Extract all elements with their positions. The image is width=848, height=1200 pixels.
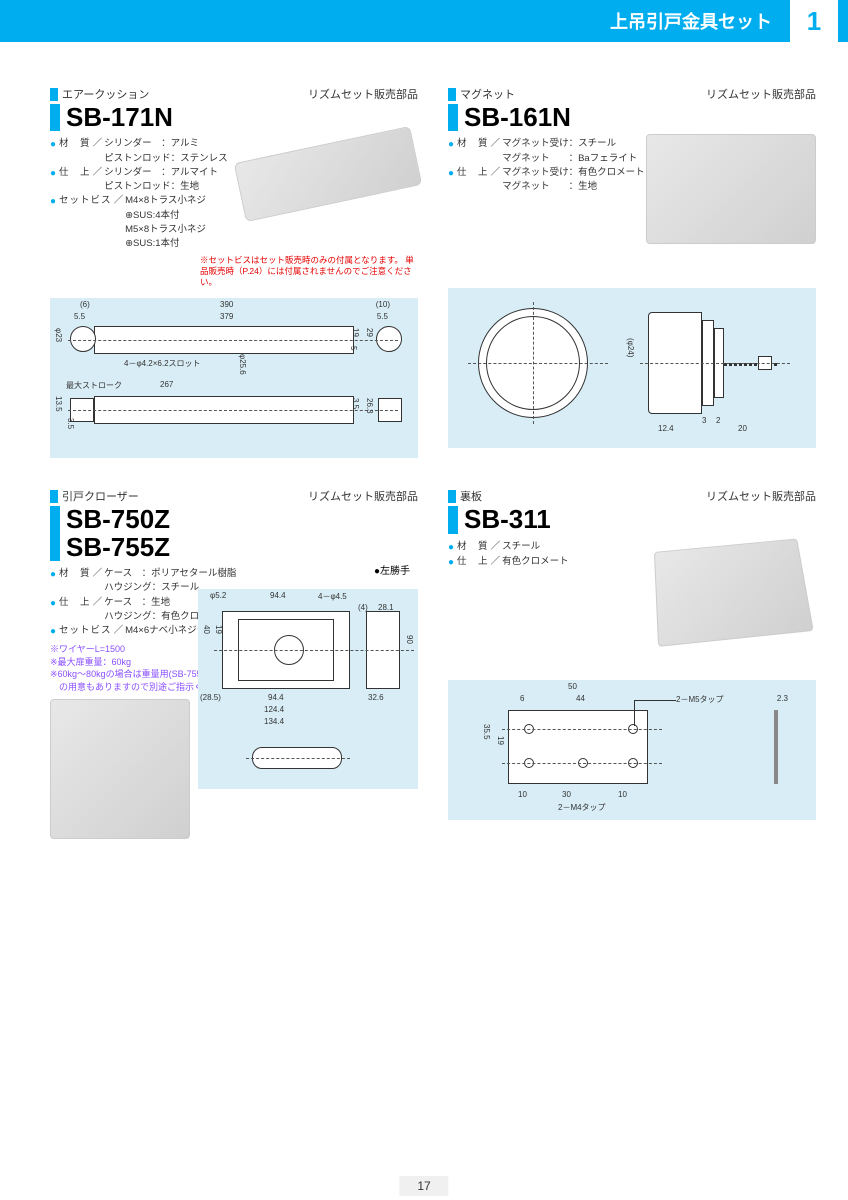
subcat-row: 引戸クローザー リズムセット販売部品 [50,488,418,504]
blue-tick-icon [50,490,58,503]
subcat-row: 裏板 リズムセット販売部品 [448,488,816,504]
subcat-label: 引戸クローザー [62,488,139,504]
model-row: SB-311 [448,506,816,533]
product-sb-171n: エアークッション リズムセット販売部品 SB-171N ●材 質／シリンダー ：… [50,86,418,458]
page-number: 17 [399,1176,448,1196]
subcat-row: マグネット リズムセット販売部品 [448,86,816,102]
subcat-label: エアークッション [62,86,149,102]
subcat-row: エアークッション リズムセット販売部品 [50,86,418,102]
model-number: SB-171N [66,104,173,131]
model-row: SB-171N [50,104,418,131]
model-row: SB-750Z SB-755Z [50,506,418,561]
red-note: ※セットビスはセット販売時のみの付属となります。 単品販売時（P.24）には付属… [200,255,418,288]
subcat-right: リズムセット販売部品 [706,86,816,102]
tech-diagram: (φ24) 12.4 3 2 20 [448,288,816,448]
header-title: 上吊引戸金具セット [610,8,790,34]
blue-bar-icon [448,104,458,131]
model-number: SB-750Z [66,506,170,533]
product-photo [50,699,190,839]
model-number: SB-311 [464,506,551,533]
handed-note: ●左勝手 [374,566,410,577]
model-row: SB-161N [448,104,816,131]
blue-tick-icon [448,88,456,101]
product-sb-750z: 引戸クローザー リズムセット販売部品 SB-750Z SB-755Z ●左勝手 … [50,488,418,839]
page-header: 上吊引戸金具セット 1 [0,0,848,42]
subcat-label: マグネット [460,86,515,102]
header-section-number: 1 [790,0,838,42]
product-sb-311: 裏板 リズムセット販売部品 SB-311 ●材 質／スチール ●仕 上／有色クロ… [448,488,816,839]
product-photo [646,134,816,244]
subcat-right: リズムセット販売部品 [308,488,418,504]
content-grid: エアークッション リズムセット販売部品 SB-171N ●材 質／シリンダー ：… [50,86,816,839]
blue-tick-icon [448,490,456,503]
tech-diagram: φ5.2 94.4 4－φ4.5 (4) 28.1 40 19 90 (28.5… [198,589,418,789]
model-number: SB-755Z [66,534,170,561]
blue-bar-icon [448,506,458,533]
blue-bar-icon [50,104,60,131]
subcat-right: リズムセット販売部品 [308,86,418,102]
subcat-right: リズムセット販売部品 [706,488,816,504]
blue-bar-icon [50,506,60,561]
tech-diagram: 50 6 44 2－M5タップ 2.3 35.5 19 10 30 10 2－M… [448,680,816,820]
model-number: SB-161N [464,104,571,131]
blue-tick-icon [50,88,58,101]
product-photo [654,539,814,647]
tech-diagram: (6) 390 (10) 5.5 379 5.5 φ23 4－φ4.2×6.2ス… [50,298,418,458]
product-sb-161n: マグネット リズムセット販売部品 SB-161N ●材 質／マグネット受け：スチ… [448,86,816,458]
subcat-label: 裏板 [460,488,482,504]
